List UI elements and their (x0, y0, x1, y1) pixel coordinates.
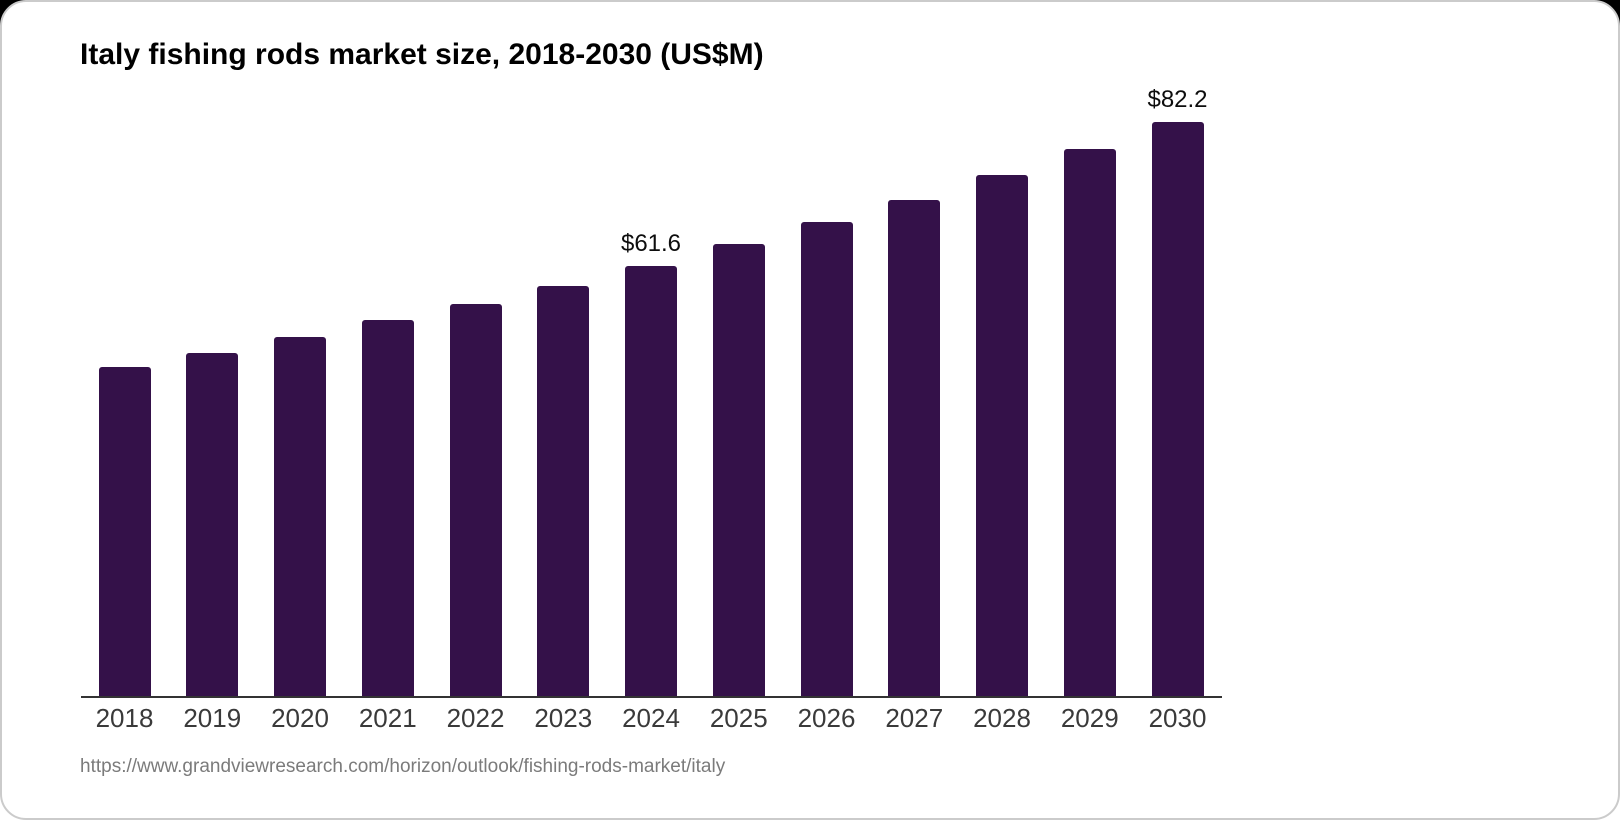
bar-2024 (625, 266, 677, 696)
tick-label-2028: 2028 (973, 703, 1031, 733)
bar-2019 (186, 352, 239, 696)
tick-label-2023: 2023 (534, 703, 593, 733)
bar-2021 (361, 320, 414, 696)
bar-2020 (274, 336, 326, 696)
bar-2027 (888, 199, 941, 696)
tick-label-2021: 2021 (358, 703, 417, 733)
tick-label-2025: 2025 (709, 703, 768, 733)
value-label-2024: $61.6 (620, 230, 682, 258)
tick-label-2024: 2024 (622, 703, 680, 733)
bar-2026 (800, 222, 853, 696)
tick-label-2030: 2030 (1148, 703, 1207, 733)
x-axis-ticks: 2018 2019 2020 2021 2022 2023 2024 2025 2026 2027… (81, 703, 1222, 739)
tick-label-2019: 2019 (183, 703, 242, 733)
bar-2025 (712, 244, 765, 696)
tick-label-2026: 2026 (797, 703, 856, 733)
bar-2028 (976, 175, 1028, 696)
tick-label-2029: 2029 (1060, 703, 1119, 733)
value-label-2030: $82.2 (1147, 86, 1208, 114)
source-url: https://www.grandviewresearch.com/horizo… (80, 756, 726, 777)
bar-2029 (1063, 149, 1116, 696)
bar-2018 (98, 367, 151, 696)
bar-2023 (537, 285, 590, 696)
bar-2030 (1151, 122, 1204, 696)
tick-label-2020: 2020 (271, 703, 329, 733)
bar-2022 (449, 303, 502, 696)
tick-label-2022: 2022 (446, 703, 505, 733)
tick-label-2018: 2018 (95, 703, 154, 733)
plot-area: $61.6 $82.2 (81, 86, 1222, 698)
tick-label-2027: 2027 (885, 703, 944, 733)
chart-title: Italy fishing rods market size, 2018-203… (80, 38, 764, 71)
